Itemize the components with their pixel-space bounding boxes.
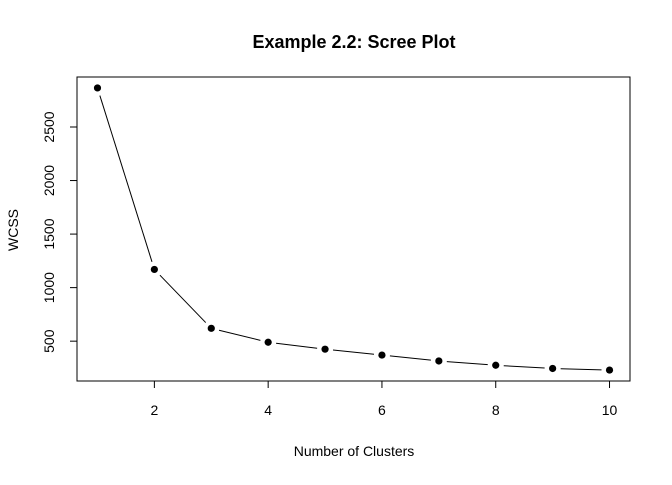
y-axis-label: WCSS <box>5 209 21 251</box>
series-line-segment <box>560 368 602 371</box>
x-tick-label: 4 <box>264 402 272 418</box>
data-point <box>264 338 272 346</box>
series-line-segment <box>446 361 488 366</box>
y-tick-label: 1500 <box>41 218 57 249</box>
series-line-segment <box>218 329 261 341</box>
x-tick-label: 10 <box>602 402 618 418</box>
x-axis-label: Number of Clusters <box>294 443 415 459</box>
data-point <box>93 84 102 92</box>
series-line-segment <box>159 274 207 323</box>
x-tick-label: 6 <box>378 402 386 418</box>
chart-title: Example 2.2: Scree Plot <box>252 32 455 52</box>
data-point <box>150 265 158 274</box>
y-tick-label: 500 <box>41 329 57 353</box>
series-line-segment <box>99 95 153 262</box>
x-tick-label: 8 <box>492 402 500 418</box>
data-point <box>378 351 386 359</box>
y-tick-label: 2000 <box>41 165 57 196</box>
data-point <box>492 361 500 369</box>
data-point <box>321 345 329 353</box>
data-point <box>605 366 614 374</box>
data-point <box>435 357 443 365</box>
plot-frame <box>76 76 631 382</box>
data-point <box>549 364 557 373</box>
series-line-segment <box>332 349 375 355</box>
series-line-segment <box>276 342 318 349</box>
series-line-segment <box>503 365 545 369</box>
x-tick-label: 2 <box>150 402 158 418</box>
y-tick-label: 1000 <box>41 272 57 303</box>
x-axis: 2 4 6 8 10 <box>150 380 618 418</box>
series-line-segment <box>389 355 431 361</box>
y-tick-label: 2500 <box>41 111 57 142</box>
y-axis: 500 1000 1500 2000 2500 <box>41 111 78 353</box>
data-point <box>207 324 215 332</box>
series-layer <box>93 84 614 374</box>
